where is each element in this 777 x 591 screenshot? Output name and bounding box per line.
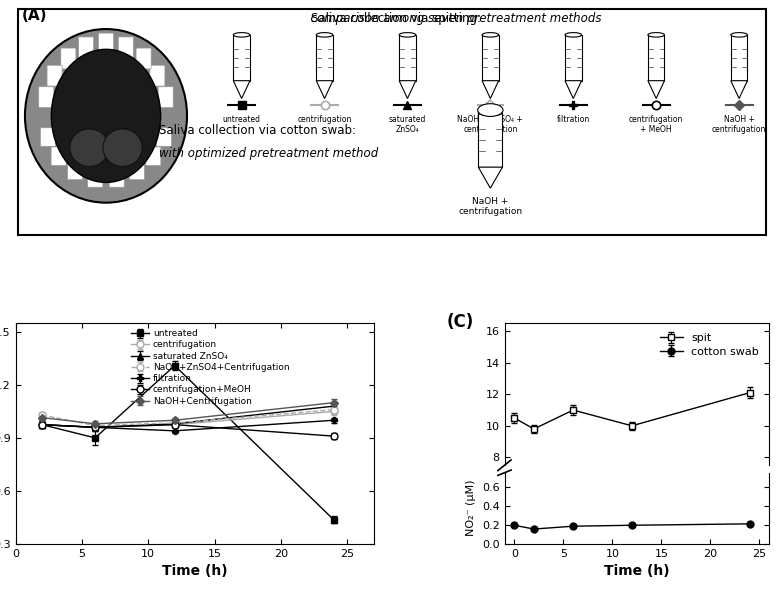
FancyBboxPatch shape [47,65,62,86]
Polygon shape [479,167,503,188]
FancyBboxPatch shape [146,147,161,165]
Polygon shape [233,81,250,99]
Ellipse shape [51,49,161,183]
X-axis label: Time (h): Time (h) [162,564,228,578]
FancyBboxPatch shape [39,87,54,108]
FancyBboxPatch shape [99,33,113,54]
Text: comparison among seven pretreatment methods: comparison among seven pretreatment meth… [198,12,601,25]
FancyBboxPatch shape [88,168,103,187]
Text: Saliva collection via cotton swab:: Saliva collection via cotton swab: [159,124,356,137]
FancyBboxPatch shape [136,48,152,69]
Ellipse shape [70,129,109,167]
Bar [479,113,503,167]
FancyBboxPatch shape [61,48,76,69]
Ellipse shape [479,111,503,116]
Text: Saliva collection via spitting:: Saliva collection via spitting: [311,12,489,25]
Ellipse shape [478,103,503,116]
Ellipse shape [399,33,416,37]
FancyBboxPatch shape [51,147,66,165]
Text: (A): (A) [22,8,47,23]
Ellipse shape [233,33,250,37]
Text: NaOH +
centrifugation: NaOH + centrifugation [458,197,522,216]
Text: filtration: filtration [556,115,590,124]
Text: untreated: untreated [223,115,260,124]
Ellipse shape [103,129,142,167]
Polygon shape [482,81,499,99]
Bar [316,35,333,81]
Text: NaOH + ZnSO₄ +
centrifugation: NaOH + ZnSO₄ + centrifugation [458,115,523,134]
Bar [648,35,664,81]
Bar [399,35,416,81]
Text: NaOH +
centrifugation: NaOH + centrifugation [712,115,766,134]
FancyBboxPatch shape [159,87,173,108]
FancyBboxPatch shape [78,37,94,58]
Polygon shape [399,81,416,99]
Legend: untreated, centrifugation, saturated ZnSO₄, NaOH+ZnSO4+Centrifugation, filtratio: untreated, centrifugation, saturated ZnS… [127,326,293,410]
X-axis label: Time (h): Time (h) [604,564,670,578]
Ellipse shape [316,33,333,37]
Bar [18,9,766,235]
Polygon shape [316,81,333,99]
Polygon shape [731,81,747,99]
Polygon shape [648,81,664,99]
Bar [482,35,499,81]
Text: with optimized pretreatment method: with optimized pretreatment method [159,147,378,160]
Legend: spit, cotton swab: spit, cotton swab [656,329,764,361]
FancyBboxPatch shape [156,128,172,147]
Bar [565,35,581,81]
Text: (C): (C) [446,313,473,332]
Text: centrifugation: centrifugation [298,115,352,124]
Text: centrifugation
+ MeOH: centrifugation + MeOH [629,115,683,134]
Ellipse shape [25,29,187,203]
FancyBboxPatch shape [129,161,145,180]
Ellipse shape [731,33,747,37]
FancyBboxPatch shape [68,161,82,180]
Text: saturated
ZnSO₄: saturated ZnSO₄ [388,115,426,134]
Bar [233,35,250,81]
FancyBboxPatch shape [40,128,55,147]
Ellipse shape [482,33,499,37]
Y-axis label: NO₂⁻ (μM): NO₂⁻ (μM) [466,480,476,537]
Polygon shape [565,81,581,99]
FancyBboxPatch shape [150,65,165,86]
Ellipse shape [565,33,581,37]
Bar [731,35,747,81]
FancyBboxPatch shape [110,168,124,187]
Ellipse shape [648,33,664,37]
FancyBboxPatch shape [118,37,134,58]
